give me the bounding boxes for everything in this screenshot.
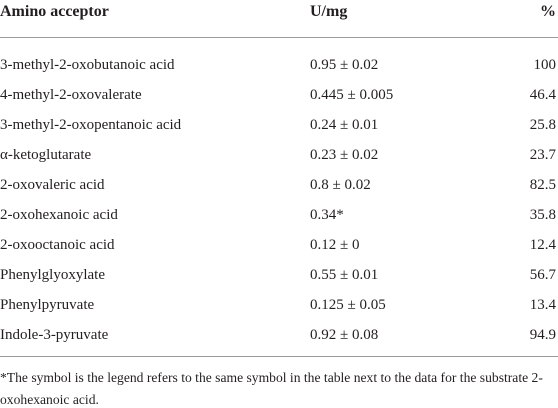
table-cell: 100 bbox=[533, 57, 557, 73]
table-cell: 2-oxooctanoic acid bbox=[0, 237, 115, 253]
table-cell: Phenylglyoxylate bbox=[0, 267, 105, 283]
table-cell: 0.23 ± 0.02 bbox=[310, 147, 379, 163]
table-cell: 3-methyl-2-oxobutanoic acid bbox=[0, 57, 175, 73]
bottom-rule bbox=[0, 356, 558, 357]
footnote: *The symbol is the legend refers to the … bbox=[0, 370, 543, 407]
table-cell: 0.92 ± 0.08 bbox=[310, 327, 379, 343]
table-cell: 0.12 ± 0 bbox=[310, 237, 360, 253]
header-cell: U/mg bbox=[310, 3, 348, 20]
table-cell: 46.4 bbox=[529, 87, 556, 103]
table-cell: α-ketoglutarate bbox=[0, 147, 92, 163]
table-cell: 25.8 bbox=[529, 117, 556, 133]
table-cell: 0.95 ± 0.02 bbox=[310, 57, 379, 73]
table-cell: 0.34* bbox=[310, 207, 344, 223]
table-cell: 4-methyl-2-oxovalerate bbox=[0, 87, 142, 103]
table-cell: 0.24 ± 0.01 bbox=[310, 117, 379, 133]
table-cell: 56.7 bbox=[529, 267, 556, 283]
table-cell: 0.125 ± 0.05 bbox=[310, 297, 386, 313]
table-cell: 2-oxovaleric acid bbox=[0, 177, 105, 193]
header-cell: Amino acceptor bbox=[0, 3, 109, 20]
table-cell: 23.7 bbox=[529, 147, 556, 163]
table-cell: 2-oxohexanoic acid bbox=[0, 207, 118, 223]
table-cell: 12.4 bbox=[529, 237, 556, 253]
table-cell: 94.9 bbox=[529, 327, 556, 343]
table-cell: 3-methyl-2-oxopentanoic acid bbox=[0, 117, 182, 133]
header-cell: % bbox=[540, 3, 556, 20]
table-cell: 0.55 ± 0.01 bbox=[310, 267, 379, 283]
table-cell: Phenylpyruvate bbox=[0, 297, 95, 313]
table-cell: 0.8 ± 0.02 bbox=[310, 177, 371, 193]
table-cell: 82.5 bbox=[529, 177, 556, 193]
table-cell: 35.8 bbox=[529, 207, 556, 223]
header-rule bbox=[0, 37, 558, 38]
table-cell: Indole-3-pyruvate bbox=[0, 327, 109, 343]
table-cell: 0.445 ± 0.005 bbox=[310, 87, 394, 103]
table-cell: 13.4 bbox=[529, 297, 556, 313]
